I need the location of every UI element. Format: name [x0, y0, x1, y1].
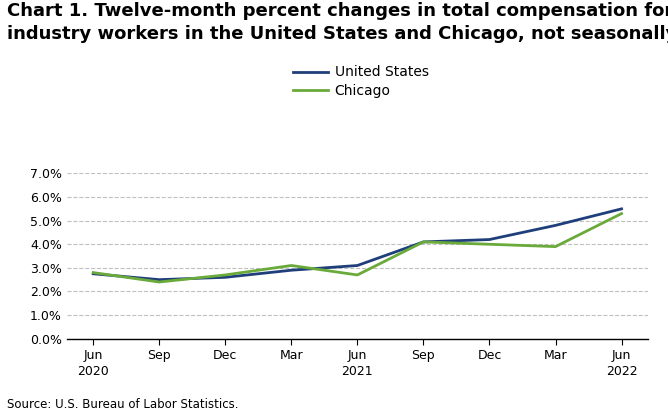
- United States: [90, 271, 98, 276]
- Chicago: [552, 244, 560, 249]
- Chicago: [90, 270, 98, 275]
- Chicago: [420, 240, 428, 244]
- Text: industry workers in the United States and Chicago, not seasonally adjusted: industry workers in the United States an…: [7, 25, 668, 43]
- Legend: United States, Chicago: United States, Chicago: [287, 60, 434, 103]
- Chicago: [353, 273, 361, 278]
- United States: [420, 240, 428, 244]
- Line: Chicago: Chicago: [94, 214, 621, 282]
- United States: [287, 268, 295, 273]
- Text: Source: U.S. Bureau of Labor Statistics.: Source: U.S. Bureau of Labor Statistics.: [7, 398, 238, 411]
- United States: [552, 223, 560, 228]
- Text: Chart 1. Twelve-month percent changes in total compensation for private: Chart 1. Twelve-month percent changes in…: [7, 2, 668, 20]
- United States: [486, 237, 494, 242]
- United States: [353, 263, 361, 268]
- Chicago: [221, 273, 229, 278]
- Chicago: [486, 242, 494, 247]
- Chicago: [155, 280, 163, 285]
- United States: [221, 275, 229, 280]
- United States: [617, 206, 625, 211]
- Chicago: [617, 211, 625, 216]
- Chicago: [287, 263, 295, 268]
- Line: United States: United States: [94, 209, 621, 280]
- United States: [155, 277, 163, 282]
